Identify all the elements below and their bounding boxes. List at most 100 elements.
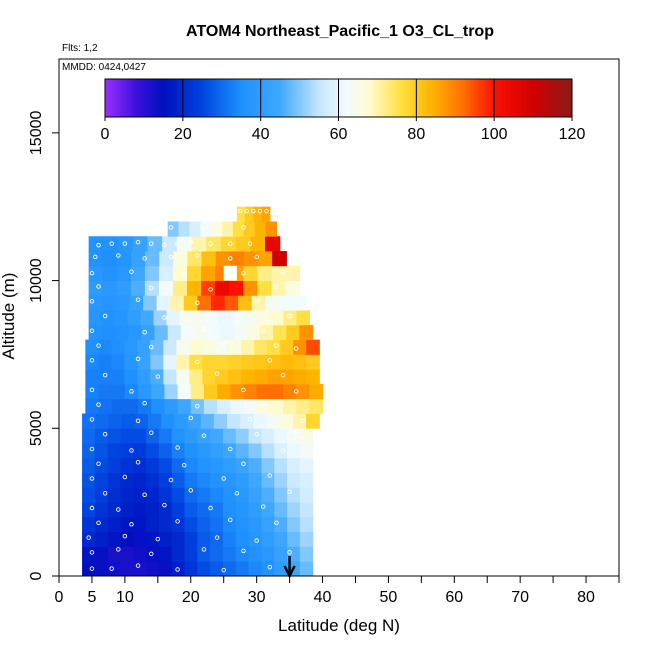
sample-point — [135, 356, 141, 362]
heatmap-cell — [235, 531, 250, 547]
heatmap-cell — [243, 251, 259, 267]
heatmap-cell — [137, 369, 151, 385]
sample-point — [241, 548, 246, 554]
sample-point — [287, 313, 292, 319]
heatmap-cell — [235, 502, 250, 518]
sample-point — [96, 402, 101, 407]
heatmap-cell — [190, 383, 205, 400]
sample-point — [274, 343, 279, 348]
heatmap-cell — [211, 221, 223, 237]
heatmap-cell — [162, 236, 178, 252]
heatmap-cell — [183, 295, 198, 311]
heatmap-cell — [266, 413, 281, 429]
heatmap-cell — [258, 251, 273, 267]
heatmap-cell — [235, 487, 250, 503]
heatmap-cell — [197, 502, 211, 518]
heatmap-cell — [210, 487, 224, 503]
heatmap-cell — [184, 546, 198, 562]
heatmap-cell — [293, 369, 307, 385]
heatmap-cell — [202, 339, 216, 355]
sample-point — [135, 297, 141, 303]
heatmap-cell — [248, 546, 263, 562]
heatmap-cell — [98, 398, 113, 414]
heatmap-cell — [150, 369, 164, 385]
heatmap-cell — [101, 324, 116, 341]
heatmap-cell — [107, 531, 122, 547]
heatmap-cell — [215, 339, 229, 355]
heatmap-cell — [184, 443, 198, 459]
heatmap-cell — [120, 561, 134, 577]
heatmap-cell — [127, 310, 142, 326]
heatmap-cell — [111, 339, 125, 355]
sample-point — [244, 208, 250, 214]
heatmap-cell — [145, 251, 160, 267]
heatmap-cell — [206, 236, 222, 252]
heatmap-cell — [287, 472, 301, 488]
heatmap-cell — [94, 443, 109, 459]
heatmap-cell — [153, 310, 168, 326]
x-tick-label: 0 — [55, 589, 64, 606]
heatmap-cell — [120, 487, 134, 503]
heatmap-cell — [222, 502, 237, 518]
heatmap-cell — [231, 310, 246, 326]
sample-point — [162, 502, 167, 508]
heatmap-cell — [274, 457, 288, 473]
heatmap-cell — [240, 413, 254, 429]
y-tick-label: 0 — [28, 571, 45, 580]
sample-point — [175, 567, 180, 572]
heatmap-cell — [203, 383, 218, 400]
sample-point — [89, 550, 95, 555]
heatmap-cell — [116, 265, 132, 281]
heatmap-cell — [172, 265, 188, 281]
heatmap-cell — [202, 354, 216, 370]
heatmap-cell — [137, 354, 151, 370]
heatmap-cell — [128, 324, 142, 341]
heatmap-cell — [133, 487, 147, 503]
heatmap-cell — [299, 487, 314, 503]
heatmap-cell — [215, 251, 231, 267]
heatmap-cell — [296, 383, 310, 400]
heatmap-cell — [111, 369, 125, 385]
heatmap-cell — [158, 546, 173, 562]
heatmap-cell — [120, 531, 134, 547]
heatmap-cell — [248, 472, 263, 488]
heatmap-cell — [235, 546, 250, 562]
heatmap-cell — [210, 546, 224, 562]
heatmap-cell — [241, 369, 255, 385]
heatmap-cell — [197, 546, 211, 562]
sample-point — [234, 491, 240, 496]
heatmap-cell — [201, 280, 216, 296]
sample-point — [89, 299, 95, 304]
sample-point — [237, 208, 243, 214]
heatmap-cell — [235, 428, 250, 444]
heatmap-cell — [85, 339, 99, 355]
sample-point — [228, 446, 233, 452]
heatmap-cell — [235, 472, 250, 488]
heatmap-cell — [138, 383, 152, 400]
heatmap-cell — [280, 339, 294, 355]
heatmap-cell — [141, 324, 156, 341]
data-gap — [223, 265, 237, 281]
sample-point — [251, 208, 256, 214]
sample-point — [195, 253, 200, 258]
heatmap-cell — [197, 531, 211, 547]
heatmap-cell — [82, 428, 96, 444]
heatmap-cell — [299, 531, 314, 547]
heatmap-cell — [82, 413, 96, 429]
heatmap-cell — [257, 265, 272, 281]
heatmap-cell — [107, 487, 122, 503]
sample-point — [247, 241, 253, 246]
heatmap-cell — [189, 221, 201, 237]
heatmap-cell — [171, 561, 186, 577]
sample-point — [142, 400, 147, 406]
heatmap-cell — [184, 502, 198, 518]
heatmap-cell — [283, 383, 297, 400]
sample-point — [254, 254, 259, 260]
heatmap-cell — [184, 516, 198, 533]
heatmap-cell — [82, 443, 96, 459]
heatmap-cell — [299, 546, 314, 562]
heatmap-cell — [118, 236, 134, 252]
heatmap-cell — [146, 487, 160, 503]
heatmap-cell — [120, 546, 134, 562]
x-tick-label: 50 — [380, 589, 398, 606]
